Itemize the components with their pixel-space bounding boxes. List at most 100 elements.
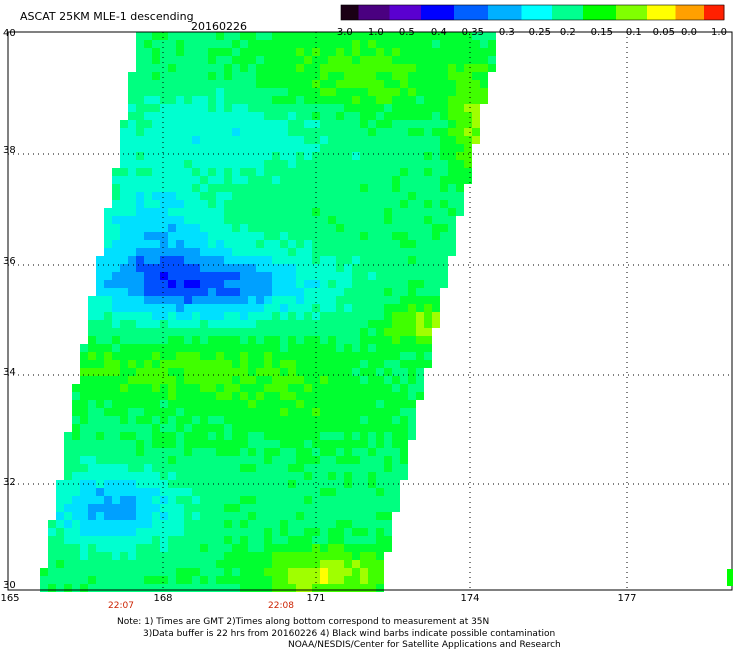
swath-cell bbox=[144, 240, 152, 248]
swath-cell bbox=[312, 480, 320, 488]
swath-cell bbox=[392, 392, 400, 400]
swath-cell bbox=[128, 80, 136, 88]
swath-cell bbox=[184, 448, 192, 456]
swath-cell bbox=[400, 232, 408, 240]
swath-cell bbox=[264, 456, 272, 464]
swath-cell bbox=[376, 440, 384, 448]
swath-cell bbox=[304, 384, 312, 392]
swath-cell bbox=[200, 200, 208, 208]
swath-cell bbox=[304, 216, 312, 224]
lat-label-32: 32 bbox=[3, 477, 16, 488]
swath-cell bbox=[216, 360, 224, 368]
swath-cell bbox=[328, 264, 336, 272]
swath-cell bbox=[376, 424, 384, 432]
swath-cell bbox=[224, 472, 232, 480]
swath-cell bbox=[208, 240, 216, 248]
swath-cell bbox=[384, 144, 392, 152]
swath-cell bbox=[328, 304, 336, 312]
swath-cell bbox=[64, 472, 72, 480]
swath-cell bbox=[72, 432, 80, 440]
swath-cell bbox=[264, 168, 272, 176]
swath-cell bbox=[472, 64, 480, 72]
swath-cell bbox=[352, 328, 360, 336]
swath-cell bbox=[200, 544, 208, 552]
swath-cell bbox=[64, 504, 72, 512]
swath-cell bbox=[456, 80, 464, 88]
swath-cell bbox=[232, 568, 240, 576]
swath-cell bbox=[208, 128, 216, 136]
swath-cell bbox=[344, 176, 352, 184]
lon-label-171: 171 bbox=[306, 593, 326, 604]
swath-cell bbox=[320, 56, 328, 64]
swath-cell bbox=[336, 520, 344, 528]
swath-cell bbox=[120, 328, 128, 336]
swath-cell bbox=[240, 88, 248, 96]
swath-cell bbox=[272, 352, 280, 360]
swath-cell bbox=[272, 56, 280, 64]
swath-cell bbox=[240, 208, 248, 216]
swath-cell bbox=[440, 224, 448, 232]
swath-cell bbox=[240, 504, 248, 512]
swath-cell bbox=[128, 200, 136, 208]
swath-cell bbox=[128, 568, 136, 576]
swath-cell bbox=[376, 464, 384, 472]
swath-cell bbox=[192, 72, 200, 80]
swath-cell bbox=[296, 512, 304, 520]
swath-cell bbox=[176, 520, 184, 528]
swath-cell bbox=[424, 360, 432, 368]
swath-cell bbox=[232, 176, 240, 184]
swath-cell bbox=[376, 32, 384, 40]
swath-cell bbox=[352, 144, 360, 152]
swath-cell bbox=[104, 408, 112, 416]
swath-cell bbox=[232, 392, 240, 400]
swath-cell bbox=[152, 528, 160, 536]
swath-cell bbox=[384, 192, 392, 200]
swath-cell bbox=[264, 344, 272, 352]
swath-cell bbox=[216, 104, 224, 112]
swath-cell bbox=[272, 440, 280, 448]
swath-cell bbox=[256, 160, 264, 168]
swath-cell bbox=[192, 112, 200, 120]
swath-cell bbox=[160, 96, 168, 104]
swath-cell bbox=[376, 480, 384, 488]
swath-cell bbox=[208, 144, 216, 152]
swath-cell bbox=[168, 280, 176, 288]
swath-cell bbox=[200, 192, 208, 200]
swath-cell bbox=[224, 168, 232, 176]
swath-cell bbox=[384, 40, 392, 48]
swath-cell bbox=[168, 480, 176, 488]
swath-cell bbox=[192, 424, 200, 432]
swath-cell bbox=[408, 384, 416, 392]
swath-cell bbox=[128, 328, 136, 336]
swath-cell bbox=[248, 336, 256, 344]
swath-cell bbox=[256, 48, 264, 56]
swath-cell bbox=[424, 232, 432, 240]
swath-cell bbox=[280, 440, 288, 448]
swath-cell bbox=[304, 408, 312, 416]
swath-cell bbox=[240, 224, 248, 232]
swath-cell bbox=[320, 112, 328, 120]
swath-cell bbox=[264, 48, 272, 56]
swath-cell bbox=[72, 544, 80, 552]
swath-cell bbox=[216, 312, 224, 320]
swath-cell bbox=[400, 384, 408, 392]
swath-cell bbox=[368, 152, 376, 160]
swath-cell bbox=[184, 528, 192, 536]
swath-cell bbox=[160, 168, 168, 176]
swath-cell bbox=[384, 392, 392, 400]
swath-cell bbox=[224, 240, 232, 248]
swath-cell bbox=[120, 456, 128, 464]
swath-cell bbox=[416, 320, 424, 328]
swath-cell bbox=[168, 64, 176, 72]
swath-cell bbox=[264, 32, 272, 40]
swath-cell bbox=[272, 544, 280, 552]
swath-cell bbox=[224, 280, 232, 288]
swath-cell bbox=[320, 448, 328, 456]
swath-cell bbox=[296, 432, 304, 440]
swath-cell bbox=[120, 568, 128, 576]
swath-cell bbox=[176, 312, 184, 320]
swath-cell bbox=[152, 336, 160, 344]
swath-cell bbox=[184, 32, 192, 40]
swath-cell bbox=[344, 200, 352, 208]
swath-cell bbox=[80, 416, 88, 424]
